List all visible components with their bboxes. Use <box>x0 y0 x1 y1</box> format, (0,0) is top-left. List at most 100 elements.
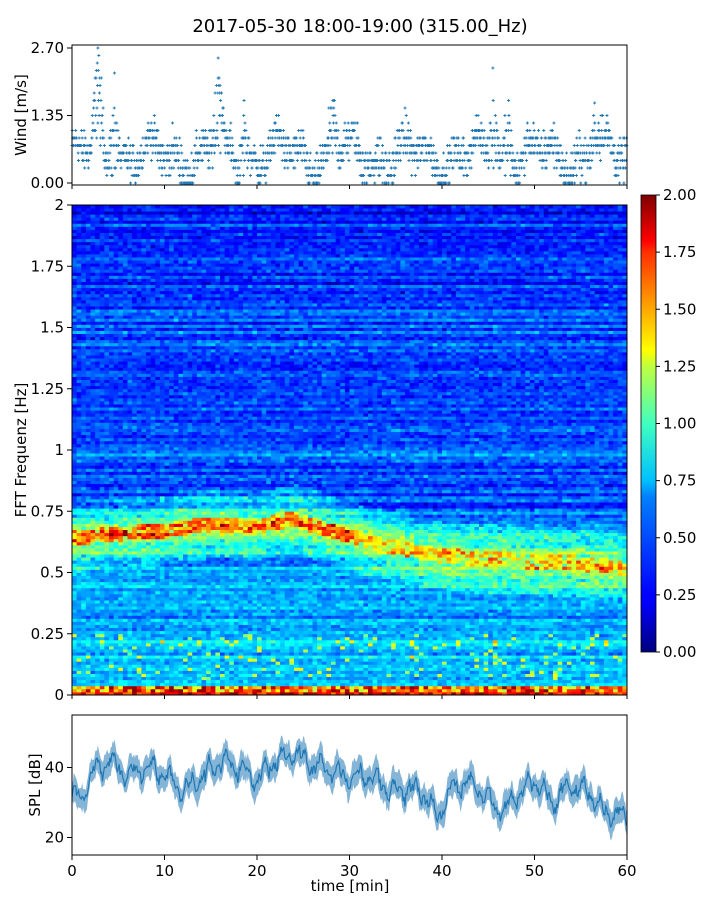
spectrogram-cell <box>100 664 105 667</box>
spectrogram-cell <box>118 389 123 392</box>
spectrogram-cell <box>109 291 114 294</box>
spectrogram-cell <box>128 358 133 361</box>
spectrogram-cell <box>109 542 114 545</box>
wind-point <box>109 137 112 140</box>
spectrogram-cell <box>132 465 137 468</box>
spectrogram-cell <box>91 217 96 220</box>
spectrogram-cell <box>128 343 133 346</box>
spectrogram-cell <box>114 465 119 468</box>
wind-point <box>409 129 412 132</box>
spectrogram-cell <box>151 426 156 429</box>
spectrogram-cell <box>141 254 146 257</box>
spectrogram-cell <box>123 373 128 376</box>
spectrogram-cell <box>146 609 151 612</box>
spectrogram-cell <box>132 640 137 643</box>
spectrogram-cell <box>118 643 123 646</box>
spectrogram-cell <box>141 618 146 621</box>
wind-point <box>237 159 240 162</box>
spectrogram-cell <box>160 646 165 649</box>
spectrogram-cell <box>160 496 165 499</box>
spectrogram-cell <box>137 640 142 643</box>
spectrogram-cell <box>114 422 119 425</box>
spectrogram-cell <box>132 478 137 481</box>
spectrogram-cell <box>91 582 96 585</box>
spectrogram-cell <box>132 493 137 496</box>
spectrogram-cell <box>151 328 156 331</box>
spectrogram-cell <box>151 217 156 220</box>
spectrogram-cell <box>141 435 146 438</box>
spectrogram-cell <box>160 373 165 376</box>
spectrogram-cell <box>118 618 123 621</box>
spectrogram-cell <box>77 297 82 300</box>
spectrogram-cell <box>160 416 165 419</box>
spectrogram-cell <box>137 533 142 536</box>
spectrogram-cell <box>109 569 114 572</box>
spectrogram-cell <box>72 315 77 318</box>
spectrogram-cell <box>132 312 137 315</box>
spectrogram-cell <box>104 236 109 239</box>
spectrogram-cell <box>81 459 86 462</box>
spectrogram-cell <box>128 597 133 600</box>
spectrogram-cell <box>141 643 146 646</box>
spectrogram-cell <box>100 462 105 465</box>
spectrogram-cell <box>81 285 86 288</box>
spectrogram-cell <box>86 380 91 383</box>
spectrogram-cell <box>118 597 123 600</box>
spectrogram-cell <box>155 490 160 493</box>
spectrogram-cell <box>155 683 160 686</box>
spectrogram-cell <box>91 462 96 465</box>
spectrogram-cell <box>137 508 142 511</box>
spectrogram-cell <box>160 380 165 383</box>
spectrogram-cell <box>128 557 133 560</box>
spectrogram-cell <box>77 233 82 236</box>
spectrogram-cell <box>86 548 91 551</box>
spectrogram-cell <box>81 242 86 245</box>
spectrogram-cell <box>72 373 77 376</box>
spectrogram-cell <box>151 481 156 484</box>
spectrogram-cell <box>72 579 77 582</box>
spectrogram-cell <box>155 502 160 505</box>
spectrogram-cell <box>151 667 156 670</box>
spectrogram-cell <box>123 475 128 478</box>
spectrogram-cell <box>100 306 105 309</box>
spectrogram-cell <box>109 426 114 429</box>
wind-point <box>151 152 154 155</box>
spectrogram-cell <box>123 386 128 389</box>
spectrogram-cell <box>114 677 119 680</box>
spectrogram-cell <box>123 499 128 502</box>
wind-point <box>334 114 337 117</box>
spectrogram-cell <box>132 481 137 484</box>
wind-point <box>173 152 176 155</box>
spectrogram-cell <box>141 680 146 683</box>
spectrogram-cell <box>77 603 82 606</box>
spectrogram-cell <box>81 576 86 579</box>
spectrogram-cell <box>81 370 86 373</box>
spectrogram-cell <box>155 337 160 340</box>
spectrogram-cell <box>114 416 119 419</box>
spectrogram-cell <box>109 658 114 661</box>
spectrogram-cell <box>128 254 133 257</box>
spectrogram-cell <box>72 471 77 474</box>
spectrogram-cell <box>114 343 119 346</box>
spectrogram-cell <box>128 517 133 520</box>
spectrogram-cell <box>128 242 133 245</box>
spectrogram-cell <box>160 349 165 352</box>
spectrogram-cell <box>91 223 96 226</box>
spectrogram-cell <box>123 279 128 282</box>
spectrogram-cell <box>128 569 133 572</box>
spectrogram-cell <box>155 588 160 591</box>
spectrogram-cell <box>81 367 86 370</box>
spectrogram-cell <box>137 426 142 429</box>
spectrogram-cell <box>114 674 119 677</box>
spectrogram-cell <box>160 658 165 661</box>
spectrogram-cell <box>155 484 160 487</box>
wind-point <box>582 144 585 147</box>
spectrogram-cell <box>114 548 119 551</box>
spectrogram-cell <box>141 511 146 514</box>
spectrogram-cell <box>146 205 151 208</box>
spectrogram-cell <box>81 444 86 447</box>
spectrogram-cell <box>155 352 160 355</box>
spectrogram-cell <box>104 337 109 340</box>
spectrogram-cell <box>72 686 77 689</box>
spectrogram-cell <box>132 220 137 223</box>
